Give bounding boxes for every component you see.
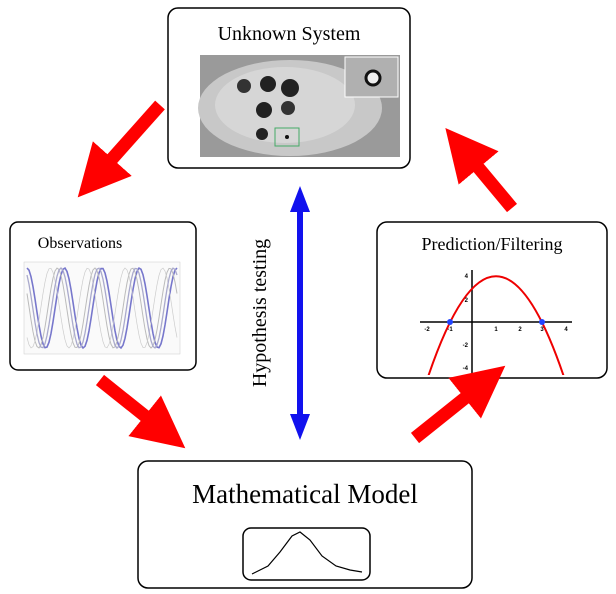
- cell-image: [198, 55, 400, 157]
- x-tick-label: -1: [447, 327, 453, 333]
- prediction-label: Prediction/Filtering: [422, 234, 563, 254]
- observation-waves: [24, 262, 180, 354]
- unknown-system-label: Unknown System: [218, 23, 361, 45]
- y-tick-label: -4: [463, 366, 469, 372]
- diagram: Unknown System Observations Prediction/F…: [0, 0, 616, 594]
- observations-label: Observations: [38, 235, 122, 252]
- model-label: Mathematical Model: [192, 479, 418, 509]
- gaussian-box: [243, 528, 370, 580]
- hypothesis-arrow: [290, 186, 310, 440]
- y-tick-label: -2: [463, 343, 469, 349]
- hypothesis-label: Hypothesis testing: [249, 239, 271, 387]
- x-tick-label: -2: [424, 327, 430, 333]
